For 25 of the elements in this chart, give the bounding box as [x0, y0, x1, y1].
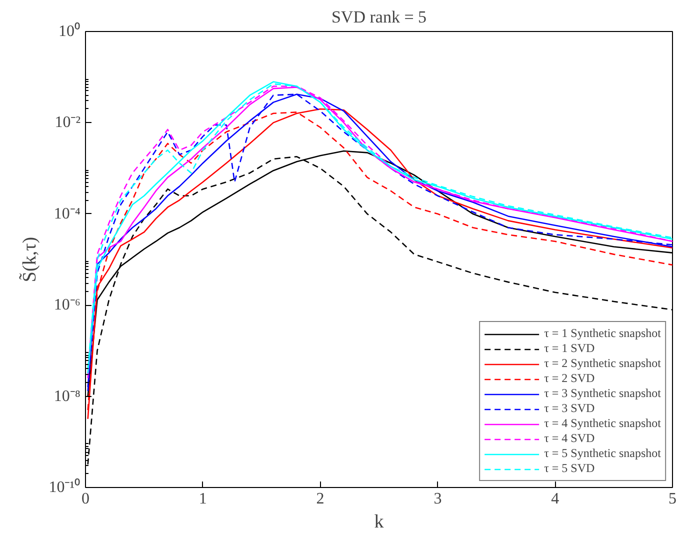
y-axis-title: S̃(k,τ) — [18, 236, 41, 282]
legend-label: τ = 1 Synthetic snapshot — [544, 326, 661, 341]
x-tick-label: 1 — [198, 490, 207, 508]
legend-label: τ = 2 SVD — [544, 371, 595, 386]
x-tick-label: 5 — [668, 490, 676, 508]
x-axis-title: k — [374, 512, 384, 532]
y-tick-label: 10⁻⁶ — [54, 296, 80, 314]
x-tick-label: 4 — [551, 490, 560, 508]
legend-label: τ = 3 Synthetic snapshot — [544, 386, 661, 401]
legend-label: τ = 2 Synthetic snapshot — [544, 356, 661, 371]
legend-label: τ = 5 Synthetic snapshot — [544, 446, 661, 461]
legend-label: τ = 4 Synthetic snapshot — [544, 416, 661, 431]
y-tick-label: 10⁻⁴ — [54, 205, 81, 222]
x-tick-label: 0 — [82, 490, 90, 508]
x-tick-label: 2 — [316, 490, 324, 508]
y-tick-label: 10⁻² — [54, 114, 81, 132]
x-tick-label: 3 — [434, 490, 442, 508]
y-tick-label: 10⁰ — [58, 22, 80, 40]
chart-title: SVD rank = 5 — [331, 8, 427, 26]
legend-label: τ = 5 SVD — [544, 461, 595, 476]
y-tick-label: 10⁻⁸ — [54, 388, 80, 405]
y-tick-label: 10⁻¹⁰ — [48, 478, 80, 496]
legend-label: τ = 1 SVD — [544, 341, 595, 356]
legend-label: τ = 3 SVD — [544, 401, 595, 416]
legend-label: τ = 4 SVD — [544, 431, 595, 446]
